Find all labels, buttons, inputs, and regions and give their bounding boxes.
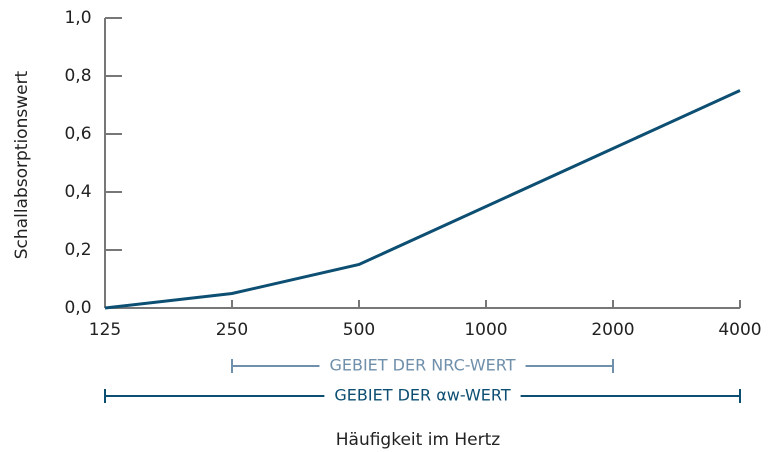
x-axis-label: Häufigkeit im Hertz (336, 430, 501, 450)
x-tick-label: 4000 (718, 320, 761, 340)
x-tick-label: 250 (216, 320, 248, 340)
data-line (104, 89, 741, 310)
x-tick-label: 1000 (464, 320, 507, 340)
range-label: GEBIET DER αw-WERT (334, 386, 510, 405)
y-tick-label: 0,2 (64, 240, 91, 260)
x-tick-label: 125 (89, 320, 121, 340)
y-tick-label: 1,0 (64, 8, 91, 28)
y-tick-label: 0,0 (64, 298, 91, 318)
y-tick-label: 0,6 (64, 124, 91, 144)
x-tick-label: 500 (343, 320, 375, 340)
range-label: GEBIET DER NRC-WERT (329, 356, 515, 375)
y-tick-label: 0,8 (64, 66, 91, 86)
y-tick-label: 0,4 (64, 182, 91, 202)
y-axis-label: Schallabsorptionswert (12, 70, 32, 259)
x-tick-label: 2000 (591, 320, 634, 340)
